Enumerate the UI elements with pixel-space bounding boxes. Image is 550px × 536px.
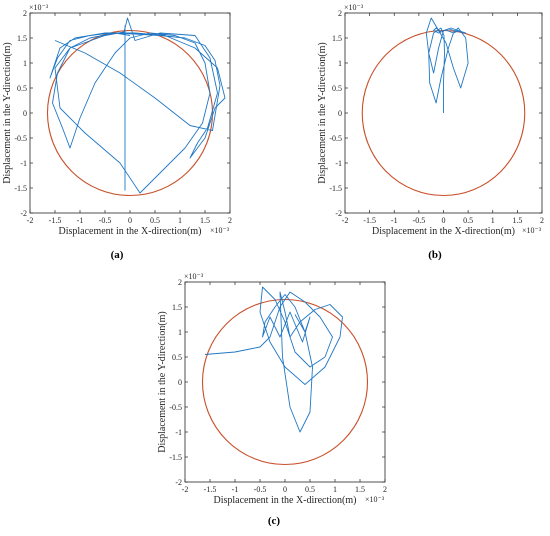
x-tick-label: -1 xyxy=(232,485,239,494)
x-exponent-label: ×10⁻³ xyxy=(210,226,230,235)
x-tick-label: 1 xyxy=(333,485,337,494)
x-tick-label: 2 xyxy=(383,485,387,494)
panel-2: -2 -1.5 -1 -0.5 0 0.5 1 1.5 2 -2 -1.5 -1 -0.5 0 0.5 1 1.… xyxy=(157,272,387,506)
y-tick-label: 2 xyxy=(23,9,27,18)
y-exponent-label: ×10⁻³ xyxy=(344,3,364,12)
y-tick-label: -1.5 xyxy=(329,184,342,193)
x-tick-label: -1.5 xyxy=(204,485,217,494)
panel-1: -2 -1.5 -1 -0.5 0 0.5 1 1.5 2 -2 -1.5 -1 -0.5 0 0.5 1 1.… xyxy=(317,3,544,237)
x-tick-label: -1 xyxy=(391,216,398,225)
panel-label: (c) xyxy=(268,515,281,527)
y-axis-label: Displacement in the Y-direction(m) xyxy=(2,42,13,184)
y-tick-label: 1.5 xyxy=(17,34,27,43)
trajectory-line xyxy=(425,17,469,113)
x-exponent-label: ×10⁻³ xyxy=(522,226,542,235)
x-tick-label: 0 xyxy=(128,216,132,225)
x-axis-label: Displacement in the X-direction(m) xyxy=(58,226,201,237)
y-tick-label: -2 xyxy=(175,478,182,487)
x-tick-label: -1.5 xyxy=(363,216,376,225)
y-tick-label: -0.5 xyxy=(169,403,182,412)
y-tick-label: 1 xyxy=(178,328,182,337)
y-tick-label: 0.5 xyxy=(332,84,342,93)
y-tick-label: 0 xyxy=(338,109,342,118)
y-tick-label: 1.5 xyxy=(332,34,342,43)
x-axis-label: Displacement in the X-direction(m) xyxy=(372,226,515,237)
y-tick-label: 2 xyxy=(178,278,182,287)
x-tick-label: 1.5 xyxy=(200,216,210,225)
y-tick-label: 0.5 xyxy=(172,353,182,362)
y-axis-label: Displacement in the Y-direction(m) xyxy=(317,42,328,184)
trajectory-line xyxy=(204,286,343,433)
axes-box xyxy=(184,281,386,483)
panel-label: (b) xyxy=(428,249,442,261)
x-tick-label: 1.5 xyxy=(355,485,365,494)
x-tick-label: 1.5 xyxy=(512,216,522,225)
trajectory-line xyxy=(49,17,226,194)
y-tick-label: 1 xyxy=(23,59,27,68)
y-tick-label: -1 xyxy=(335,159,342,168)
y-tick-label: 0 xyxy=(23,109,27,118)
y-tick-label: -2 xyxy=(20,209,27,218)
boundary-circle xyxy=(46,29,214,197)
y-tick-label: 1 xyxy=(338,59,342,68)
y-tick-label: -0.5 xyxy=(329,134,342,143)
x-tick-label: -2 xyxy=(182,485,189,494)
panel-label: (a) xyxy=(111,249,124,261)
plot-area xyxy=(361,17,526,197)
x-tick-label: 2 xyxy=(228,216,232,225)
y-tick-label: 0.5 xyxy=(17,84,27,93)
y-tick-label: -1.5 xyxy=(14,184,27,193)
x-exponent-label: ×10⁻³ xyxy=(365,495,385,504)
x-tick-label: 0.5 xyxy=(305,485,315,494)
x-tick-label: -0.5 xyxy=(254,485,267,494)
y-exponent-label: ×10⁻³ xyxy=(29,3,49,12)
y-exponent-label: ×10⁻³ xyxy=(184,272,204,281)
x-tick-label: 1 xyxy=(178,216,182,225)
panel-0: -2 -1.5 -1 -0.5 0 0.5 1 1.5 2 -2 -1.5 -1 -0.5 0 0.5 1 1.… xyxy=(2,3,232,237)
y-tick-label: -2 xyxy=(335,209,342,218)
x-tick-label: 1 xyxy=(491,216,495,225)
x-tick-label: -0.5 xyxy=(99,216,112,225)
x-tick-label: -1.5 xyxy=(49,216,62,225)
x-axis-label: Displacement in the X-direction(m) xyxy=(213,495,356,506)
x-tick-label: -1 xyxy=(77,216,84,225)
plot-area xyxy=(46,17,226,197)
y-tick-label: 0 xyxy=(178,378,182,387)
x-tick-label: 2 xyxy=(540,216,544,225)
x-tick-label: 0.5 xyxy=(463,216,473,225)
x-tick-label: -2 xyxy=(27,216,34,225)
y-tick-label: -1 xyxy=(20,159,27,168)
x-tick-label: -2 xyxy=(342,216,349,225)
plot-area xyxy=(201,286,369,466)
y-tick-label: 2 xyxy=(338,9,342,18)
x-tick-label: -0.5 xyxy=(413,216,426,225)
y-tick-label: -1 xyxy=(175,428,182,437)
y-tick-label: -1.5 xyxy=(169,453,182,462)
x-tick-label: 0 xyxy=(283,485,287,494)
x-tick-label: 0 xyxy=(442,216,446,225)
y-axis-label: Displacement in the Y-direction(m) xyxy=(157,311,168,453)
y-tick-label: 1.5 xyxy=(172,303,182,312)
y-tick-label: -0.5 xyxy=(14,134,27,143)
x-tick-label: 0.5 xyxy=(150,216,160,225)
